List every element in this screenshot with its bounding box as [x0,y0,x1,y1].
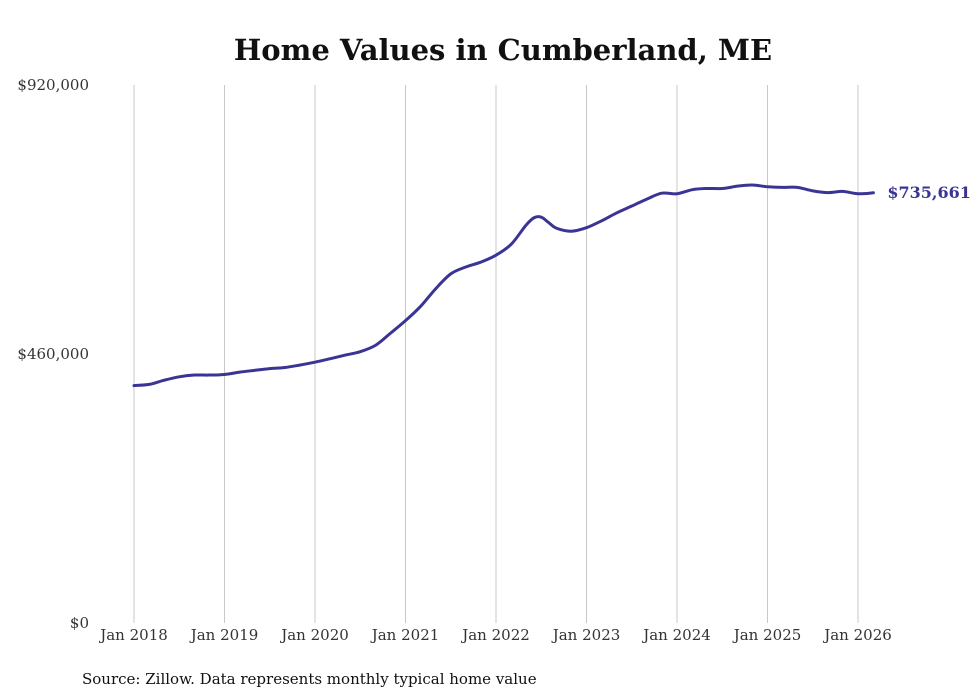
latest-value-label: $735,661 [887,183,971,202]
home-value-line [132,183,875,388]
x-tick-label: Jan 2025 [732,626,802,644]
x-tick-label: Jan 2022 [460,626,530,644]
x-tick-label: Jan 2023 [551,626,621,644]
y-tick-label: $0 [70,614,89,632]
x-axis-ticks: Jan 2018 Jan 2019 Jan 2020 Jan 2021 Jan 2022… [98,626,892,644]
y-axis-ticks: $0 $460,000 $920,000 [17,76,89,632]
grid-lines [133,85,859,623]
x-tick-label: Jan 2021 [370,626,440,644]
x-tick-label: Jan 2024 [641,626,711,644]
x-tick-label: Jan 2020 [279,626,349,644]
x-tick-label: Jan 2018 [98,626,168,644]
source-note: Source: Zillow. Data represents monthly … [82,670,537,688]
x-tick-label: Jan 2019 [189,626,259,644]
y-tick-label: $460,000 [17,345,89,363]
chart-title: Home Values in Cumberland, ME [234,33,772,67]
y-tick-label: $920,000 [17,76,89,94]
x-tick-label: Jan 2026 [822,626,892,644]
